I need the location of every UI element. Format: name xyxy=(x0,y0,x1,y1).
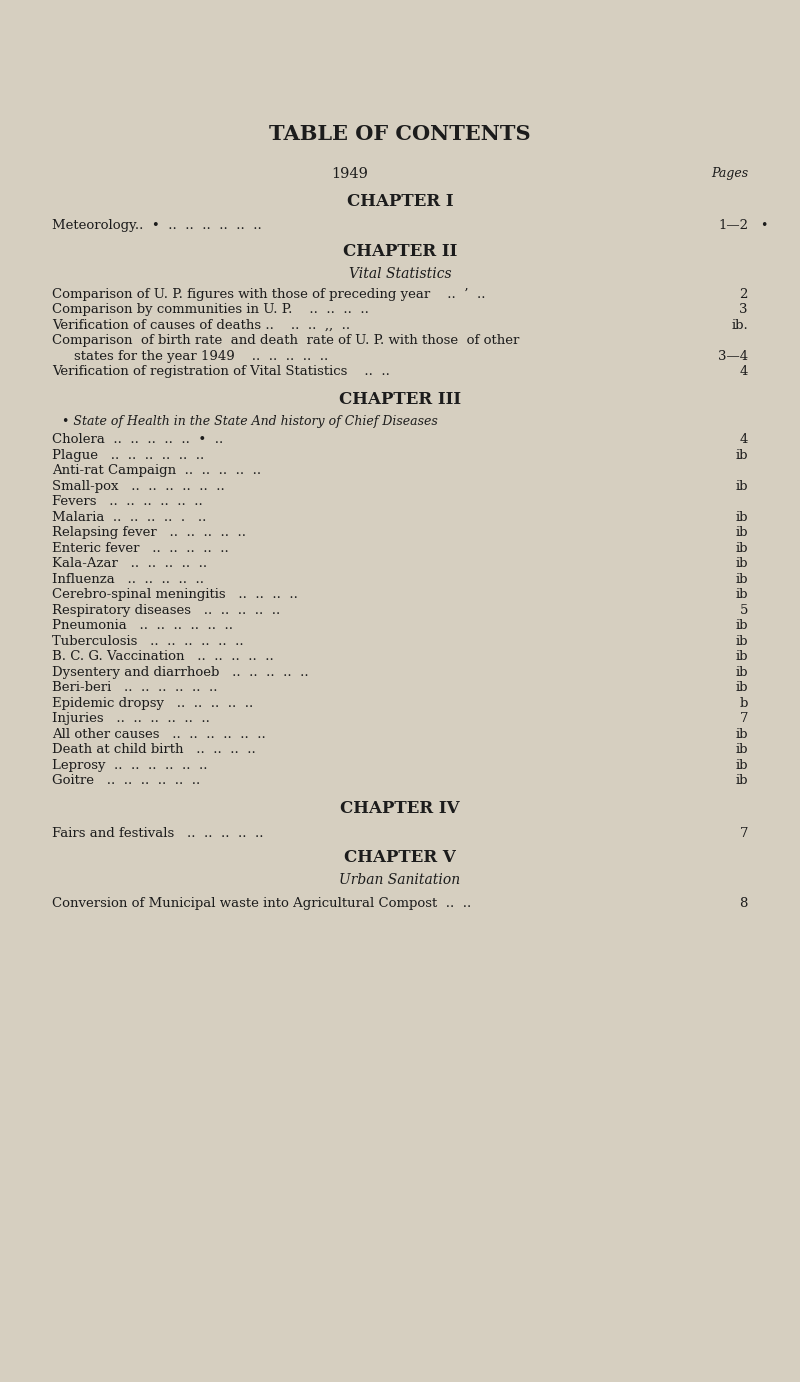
Text: 3—4: 3—4 xyxy=(718,350,748,363)
Text: Vital Statistics: Vital Statistics xyxy=(349,267,451,281)
Text: CHAPTER I: CHAPTER I xyxy=(346,193,454,210)
Text: CHAPTER V: CHAPTER V xyxy=(344,849,456,867)
Text: Verification of causes of deaths ..    ..  ..  ,,  ..: Verification of causes of deaths .. .. .… xyxy=(52,319,350,332)
Text: ib: ib xyxy=(735,666,748,679)
Text: Malaria  ..  ..  ..  ..  .   ..: Malaria .. .. .. .. . .. xyxy=(52,511,206,524)
Text: Fairs and festivals   ..  ..  ..  ..  ..: Fairs and festivals .. .. .. .. .. xyxy=(52,826,263,839)
Text: CHAPTER II: CHAPTER II xyxy=(343,243,457,260)
Text: 4: 4 xyxy=(740,365,748,379)
Text: 1—2: 1—2 xyxy=(718,218,748,232)
Text: b: b xyxy=(740,697,748,710)
Text: ib: ib xyxy=(735,557,748,571)
Text: Meteorology..  •  ..  ..  ..  ..  ..  ..: Meteorology.. • .. .. .. .. .. .. xyxy=(52,218,262,232)
Text: ib: ib xyxy=(735,744,748,756)
Text: CHAPTER IV: CHAPTER IV xyxy=(340,800,460,817)
Text: Leprosy  ..  ..  ..  ..  ..  ..: Leprosy .. .. .. .. .. .. xyxy=(52,759,207,773)
Text: ib.: ib. xyxy=(731,319,748,332)
Text: 4: 4 xyxy=(740,434,748,446)
Text: Comparison  of birth rate  and death  rate of U. P. with those  of other: Comparison of birth rate and death rate … xyxy=(52,334,519,347)
Text: Epidemic dropsy   ..  ..  ..  ..  ..: Epidemic dropsy .. .. .. .. .. xyxy=(52,697,254,710)
Text: ib: ib xyxy=(735,681,748,694)
Text: Relapsing fever   ..  ..  ..  ..  ..: Relapsing fever .. .. .. .. .. xyxy=(52,527,246,539)
Text: Cerebro-spinal meningitis   ..  ..  ..  ..: Cerebro-spinal meningitis .. .. .. .. xyxy=(52,589,298,601)
Text: Comparison by communities in U. P.    ..  ..  ..  ..: Comparison by communities in U. P. .. ..… xyxy=(52,304,369,316)
Text: CHAPTER III: CHAPTER III xyxy=(339,391,461,408)
Text: Anti-rat Campaign  ..  ..  ..  ..  ..: Anti-rat Campaign .. .. .. .. .. xyxy=(52,464,261,477)
Text: ib: ib xyxy=(735,449,748,462)
Text: ib: ib xyxy=(735,511,748,524)
Text: Small-pox   ..  ..  ..  ..  ..  ..: Small-pox .. .. .. .. .. .. xyxy=(52,480,225,493)
Text: 8: 8 xyxy=(740,897,748,909)
Text: ib: ib xyxy=(735,634,748,648)
Text: Influenza   ..  ..  ..  ..  ..: Influenza .. .. .. .. .. xyxy=(52,574,204,586)
Text: • State of Health in the State And history of Chief Diseases: • State of Health in the State And histo… xyxy=(62,415,438,427)
Text: 7: 7 xyxy=(739,826,748,839)
Text: Conversion of Municipal waste into Agricultural Compost  ..  ..: Conversion of Municipal waste into Agric… xyxy=(52,897,471,909)
Text: Fevers   ..  ..  ..  ..  ..  ..: Fevers .. .. .. .. .. .. xyxy=(52,496,202,509)
Text: ib: ib xyxy=(735,759,748,773)
Text: ib: ib xyxy=(735,619,748,633)
Text: Cholera  ..  ..  ..  ..  ..  •  ..: Cholera .. .. .. .. .. • .. xyxy=(52,434,223,446)
Text: Tuberculosis   ..  ..  ..  ..  ..  ..: Tuberculosis .. .. .. .. .. .. xyxy=(52,634,244,648)
Text: 5: 5 xyxy=(740,604,748,616)
Text: ib: ib xyxy=(735,774,748,788)
Text: ib: ib xyxy=(735,651,748,663)
Text: Beri-beri   ..  ..  ..  ..  ..  ..: Beri-beri .. .. .. .. .. .. xyxy=(52,681,218,694)
Text: ib: ib xyxy=(735,589,748,601)
Text: Verification of registration of Vital Statistics    ..  ..: Verification of registration of Vital St… xyxy=(52,365,390,379)
Text: ib: ib xyxy=(735,527,748,539)
Text: 3: 3 xyxy=(739,304,748,316)
Text: Plague   ..  ..  ..  ..  ..  ..: Plague .. .. .. .. .. .. xyxy=(52,449,204,462)
Text: ib: ib xyxy=(735,574,748,586)
Text: Death at child birth   ..  ..  ..  ..: Death at child birth .. .. .. .. xyxy=(52,744,256,756)
Text: states for the year 1949    ..  ..  ..  ..  ..: states for the year 1949 .. .. .. .. .. xyxy=(74,350,328,363)
Text: 1949: 1949 xyxy=(331,167,369,181)
Text: Urban Sanitation: Urban Sanitation xyxy=(339,873,461,887)
Text: Comparison of U. P. figures with those of preceding year    ..  ’  ..: Comparison of U. P. figures with those o… xyxy=(52,287,486,301)
Text: 7: 7 xyxy=(739,713,748,726)
Text: •: • xyxy=(760,218,767,232)
Text: Pages: Pages xyxy=(711,167,748,180)
Text: TABLE OF CONTENTS: TABLE OF CONTENTS xyxy=(269,124,531,144)
Text: 2: 2 xyxy=(740,287,748,301)
Text: Injuries   ..  ..  ..  ..  ..  ..: Injuries .. .. .. .. .. .. xyxy=(52,713,210,726)
Text: All other causes   ..  ..  ..  ..  ..  ..: All other causes .. .. .. .. .. .. xyxy=(52,728,266,741)
Text: Goitre   ..  ..  ..  ..  ..  ..: Goitre .. .. .. .. .. .. xyxy=(52,774,200,788)
Text: Respiratory diseases   ..  ..  ..  ..  ..: Respiratory diseases .. .. .. .. .. xyxy=(52,604,280,616)
Text: Enteric fever   ..  ..  ..  ..  ..: Enteric fever .. .. .. .. .. xyxy=(52,542,229,556)
Text: ib: ib xyxy=(735,728,748,741)
Text: ib: ib xyxy=(735,480,748,493)
Text: ib: ib xyxy=(735,542,748,556)
Text: Dysentery and diarrhoeb   ..  ..  ..  ..  ..: Dysentery and diarrhoeb .. .. .. .. .. xyxy=(52,666,309,679)
Text: B. C. G. Vaccination   ..  ..  ..  ..  ..: B. C. G. Vaccination .. .. .. .. .. xyxy=(52,651,274,663)
Text: Pneumonia   ..  ..  ..  ..  ..  ..: Pneumonia .. .. .. .. .. .. xyxy=(52,619,233,633)
Text: Kala-Azar   ..  ..  ..  ..  ..: Kala-Azar .. .. .. .. .. xyxy=(52,557,207,571)
